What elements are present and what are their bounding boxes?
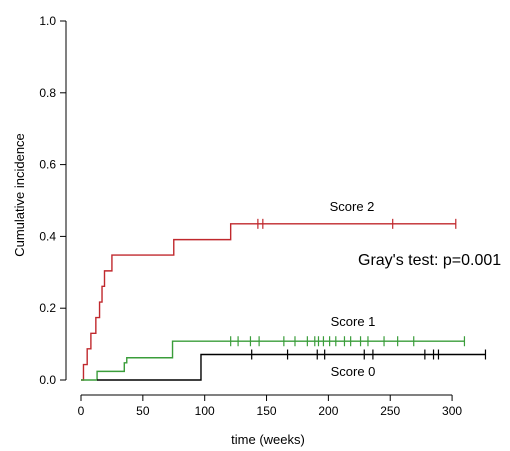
series-line-score-0 bbox=[97, 353, 486, 381]
x-tick-label: 250 bbox=[380, 404, 400, 418]
x-tick-label: 200 bbox=[318, 404, 338, 418]
grays-test-annotation: Gray's test: p=0.001 bbox=[358, 252, 501, 269]
y-tick-label: 0.0 bbox=[39, 373, 56, 387]
series-line-score-2 bbox=[81, 223, 456, 381]
series-score-0 bbox=[97, 349, 487, 381]
x-tick-label: 100 bbox=[195, 404, 215, 418]
series-line-score-1 bbox=[81, 340, 465, 381]
y-tick-label: 0.6 bbox=[39, 158, 56, 172]
series-label-score-0: Score 0 bbox=[331, 364, 376, 379]
y-axis-label: Cumulative incidence bbox=[12, 133, 27, 257]
series-label-score-1: Score 1 bbox=[331, 314, 376, 329]
x-tick-label: 50 bbox=[136, 404, 150, 418]
x-tick-label: 0 bbox=[78, 404, 85, 418]
axes: 0.0 0.2 0.4 0.6 0.8 1.0 0 50 100 150 200 250 300 bbox=[39, 14, 462, 418]
y-tick-label: 0.4 bbox=[39, 229, 56, 243]
x-axis-label: time (weeks) bbox=[231, 432, 305, 447]
series-score-1 bbox=[81, 336, 466, 381]
y-tick-label: 1.0 bbox=[39, 14, 56, 28]
y-ticks: 0.0 0.2 0.4 0.6 0.8 1.0 bbox=[39, 14, 66, 387]
x-tick-label: 300 bbox=[442, 404, 462, 418]
x-ticks: 0 50 100 150 200 250 300 bbox=[78, 395, 462, 418]
series-label-score-2: Score 2 bbox=[330, 199, 375, 214]
series-score-2 bbox=[81, 218, 457, 381]
y-tick-label: 0.8 bbox=[39, 86, 56, 100]
y-tick-label: 0.2 bbox=[39, 301, 56, 315]
series-group bbox=[81, 218, 487, 381]
x-tick-label: 150 bbox=[257, 404, 277, 418]
